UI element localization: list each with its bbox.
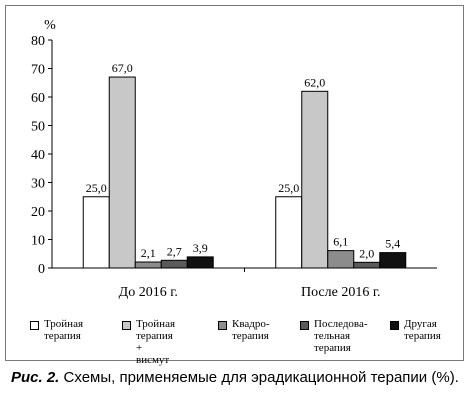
figure-caption: Рис. 2. Схемы, применяемые для эрадикаци… xyxy=(11,368,469,387)
legend-swatch xyxy=(390,321,399,330)
y-tick-label: 30 xyxy=(31,177,45,192)
y-tick-label: 60 xyxy=(31,91,45,106)
bar xyxy=(353,261,381,269)
bar xyxy=(186,256,214,269)
y-tick-label: 40 xyxy=(31,148,45,163)
caption-label: Рис. 2. xyxy=(11,369,60,386)
bar-value-label: 2,1 xyxy=(141,246,156,260)
bar xyxy=(301,90,329,269)
bar-value-label: 25,0 xyxy=(86,181,107,195)
bar-value-label: 2,0 xyxy=(359,246,374,260)
legend-swatch xyxy=(300,321,309,330)
bar xyxy=(275,196,303,269)
bar-value-label: 25,0 xyxy=(278,181,299,195)
legend-label: Другая терапия xyxy=(404,318,441,342)
chart-legend: Тройная терапия Тройная терапия + висмут К… xyxy=(30,318,470,366)
y-tick-label: 80 xyxy=(31,34,45,49)
legend-label: Тройная терапия xyxy=(44,318,84,342)
legend-label: Квадро- терапия xyxy=(232,318,270,342)
legend-swatch xyxy=(218,321,227,330)
legend-swatch xyxy=(122,321,131,330)
bar xyxy=(160,259,188,269)
category-label: После 2016 г. xyxy=(301,285,381,300)
bar-value-label: 3,9 xyxy=(193,241,208,255)
y-tick-label: 50 xyxy=(31,120,45,135)
y-tick-label: 10 xyxy=(31,234,45,249)
caption-text: Схемы, применяемые для эрадикационной те… xyxy=(59,369,459,386)
y-tick-label: 20 xyxy=(31,205,45,220)
bar-value-label: 62,0 xyxy=(304,75,325,89)
bar-value-label: 5,4 xyxy=(385,237,400,251)
bar xyxy=(82,196,110,269)
bar-value-label: 6,1 xyxy=(333,235,348,249)
legend-label: Тройная терапия + висмут xyxy=(136,318,176,366)
bar xyxy=(134,261,162,269)
bar xyxy=(108,76,136,269)
y-tick-label: 0 xyxy=(38,262,45,277)
legend-swatch xyxy=(30,321,39,330)
category-label: До 2016 г. xyxy=(119,285,178,300)
chart-frame: 0 10 20 30 40 50 60 70 80 25,0 67,0 2,1 2,7 3,9 25,0 6… xyxy=(5,5,464,366)
y-axis-label: % xyxy=(44,18,56,33)
bar-value-label: 67,0 xyxy=(112,61,133,75)
bar-value-label: 2,7 xyxy=(167,244,182,258)
bar-chart: 0 10 20 30 40 50 60 70 80 25,0 67,0 2,1 2,7 3,9 25,0 6… xyxy=(31,18,437,300)
y-tick-label: 70 xyxy=(31,63,45,78)
legend-label: Последова- тельная терапия xyxy=(314,318,368,354)
bar xyxy=(327,250,355,269)
bar xyxy=(379,252,407,269)
